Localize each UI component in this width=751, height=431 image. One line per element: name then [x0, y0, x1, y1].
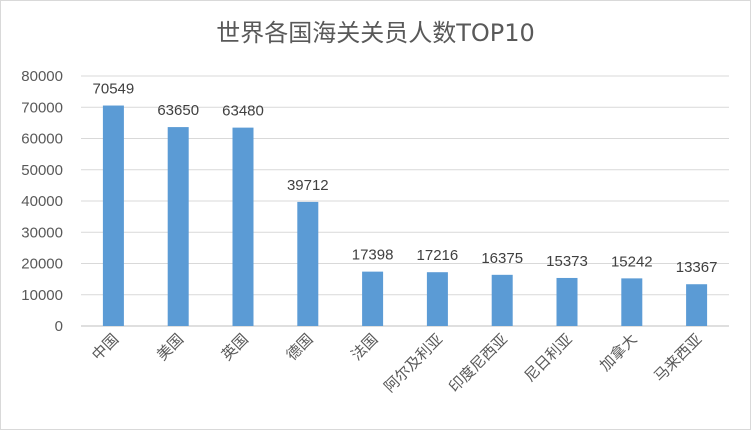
y-tick-label: 80000 — [21, 68, 63, 85]
y-tick-label: 0 — [55, 318, 63, 335]
bar — [621, 278, 643, 326]
data-label: 16375 — [481, 250, 523, 267]
category-label: 加拿大 — [596, 330, 641, 375]
category-label: 尼日利亚 — [521, 330, 576, 385]
category-label: 中国 — [88, 330, 122, 364]
y-tick-label: 10000 — [21, 287, 63, 304]
bar — [426, 272, 448, 326]
category-label: 美国 — [153, 330, 187, 364]
data-label: 17216 — [417, 247, 459, 264]
bar — [167, 127, 189, 326]
category-label: 阿尔及利亚 — [380, 330, 446, 396]
data-label: 70549 — [93, 81, 135, 98]
bar — [491, 274, 513, 326]
y-tick-label: 30000 — [21, 224, 63, 241]
data-label: 13367 — [676, 259, 718, 276]
bar — [362, 271, 384, 326]
chart-title: 世界各国海关关员人数TOP10 — [216, 19, 535, 47]
bar — [232, 127, 254, 326]
data-label: 63650 — [157, 102, 199, 119]
data-label: 39712 — [287, 177, 329, 194]
bar — [297, 201, 319, 326]
bar — [556, 277, 578, 326]
category-label: 印度尼西亚 — [445, 330, 511, 396]
category-label: 德国 — [283, 330, 317, 364]
bar — [102, 105, 124, 326]
y-tick-label: 20000 — [21, 256, 63, 273]
category-label: 英国 — [218, 330, 252, 364]
data-label: 17398 — [352, 247, 394, 264]
y-tick-label: 60000 — [21, 131, 63, 148]
bar — [686, 284, 708, 326]
y-tick-label: 70000 — [21, 99, 63, 116]
category-label: 马来西亚 — [650, 330, 705, 385]
y-tick-label: 50000 — [21, 162, 63, 179]
data-label: 63480 — [222, 103, 264, 120]
data-label: 15242 — [611, 253, 653, 270]
data-label: 15373 — [546, 253, 588, 270]
y-tick-label: 40000 — [21, 193, 63, 210]
category-label: 法国 — [347, 330, 381, 364]
